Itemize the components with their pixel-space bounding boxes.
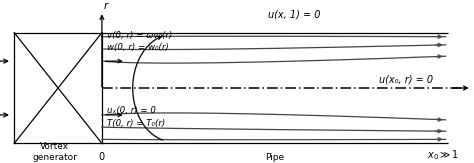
Text: u(x, 1) = 0: u(x, 1) = 0 bbox=[268, 10, 320, 20]
Text: w(0, r) = w₀(r): w(0, r) = w₀(r) bbox=[107, 43, 168, 52]
Text: $x_0 \gg 1$: $x_0 \gg 1$ bbox=[427, 148, 459, 162]
Text: x: x bbox=[473, 84, 474, 94]
Text: 0: 0 bbox=[99, 152, 105, 162]
Text: v(0, r) = ωv₀(r): v(0, r) = ωv₀(r) bbox=[107, 31, 172, 40]
Text: Vortex
generator: Vortex generator bbox=[32, 142, 77, 162]
Text: u(x₀, r) = 0: u(x₀, r) = 0 bbox=[379, 74, 433, 84]
Text: T(0, r) = T₀(r): T(0, r) = T₀(r) bbox=[107, 119, 165, 128]
Text: Pipe: Pipe bbox=[265, 153, 284, 162]
Text: uₓ(0, r) = 0: uₓ(0, r) = 0 bbox=[107, 106, 155, 115]
Text: r: r bbox=[104, 1, 108, 11]
